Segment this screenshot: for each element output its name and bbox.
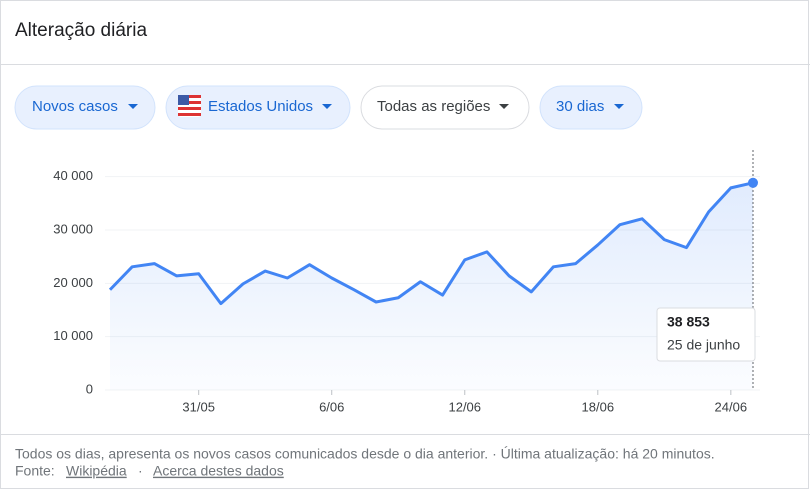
x-tick-label: 31/05 <box>182 399 215 414</box>
line <box>108 181 754 306</box>
about-link[interactable]: Acerca destes dados <box>153 463 284 479</box>
filter-pais[interactable]: Estados Unidos <box>165 85 351 130</box>
filter-regioes[interactable]: Todas as regiões <box>360 85 530 130</box>
y-tick-label: 30 000 <box>53 221 93 236</box>
area <box>110 182 753 390</box>
filter-label: Novos casos <box>32 98 118 115</box>
dot: · <box>138 463 143 479</box>
source-link[interactable]: Wikipédia <box>66 463 127 479</box>
tooltip <box>656 307 756 362</box>
filter-novos-casos[interactable]: Novos casos <box>14 85 156 130</box>
title: Alteração diária <box>15 20 147 41</box>
y-tick-label: 40 000 <box>53 168 93 183</box>
hover-point <box>748 177 758 188</box>
x-tick-label: 6/06 <box>319 399 344 414</box>
x-tick-label: 12/06 <box>448 399 481 414</box>
filter-periodo[interactable]: 30 dias <box>539 85 643 130</box>
y-tick-label: 20 000 <box>53 275 93 290</box>
filter-label: 30 dias <box>556 98 604 115</box>
tooltip-date: 25 de junho <box>667 337 740 353</box>
filter-label: Estados Unidos <box>208 98 313 115</box>
chart: 0 10 000 20 000 30 000 40 000 31/05 6/06 12/06 1… <box>53 150 760 414</box>
flag-icon <box>178 95 201 117</box>
source-label: Fonte: <box>15 463 55 479</box>
y-tick-label: 10 000 <box>53 328 93 343</box>
x-tick-label: 18/06 <box>582 399 615 414</box>
filter-label: Todas as regiões <box>377 98 490 115</box>
x-tick-label: 24/06 <box>715 399 748 414</box>
footer-note: Todos os dias, apresenta os novos casos … <box>15 446 715 462</box>
y-tick-label: 0 <box>86 381 93 396</box>
tooltip-value: 38 853 <box>667 314 710 330</box>
